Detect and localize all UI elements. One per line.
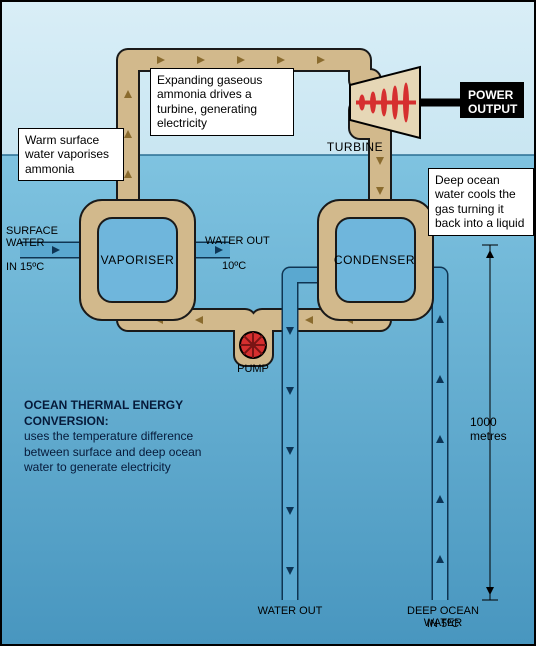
condenser-label: CONDENSER <box>332 253 417 267</box>
depth-label: 1000 metres <box>470 415 536 443</box>
power-output-2: OUTPUT <box>468 102 517 116</box>
otec-title-text: OCEAN THERMAL ENERGY CONVERSION: <box>24 398 183 428</box>
deep-water-out: WATER OUT <box>255 605 325 617</box>
power-output-1: POWER <box>468 88 513 102</box>
surface-in-3: IN 15ºC <box>6 261 44 274</box>
pump-label: PUMP <box>230 363 276 375</box>
deep-in-2: IN 5ºC <box>388 618 498 630</box>
vaporise-caption: Warm surface water vaporises ammonia <box>18 128 124 181</box>
vaporiser-label: VAPORISER <box>95 253 180 267</box>
water-out-temp: 10ºC <box>222 260 246 273</box>
surface-in-2: WATER <box>6 237 45 250</box>
otec-body-text: uses the temperature difference between … <box>24 429 201 474</box>
turbine-label: TURBINE <box>300 140 410 154</box>
turbine-caption: Expanding gaseous ammonia drives a turbi… <box>150 68 294 136</box>
water-out-label: WATER OUT <box>205 235 270 248</box>
condense-caption: Deep ocean water cools the gas turning i… <box>428 168 534 236</box>
otec-title: OCEAN THERMAL ENERGY CONVERSION: uses th… <box>24 398 224 476</box>
